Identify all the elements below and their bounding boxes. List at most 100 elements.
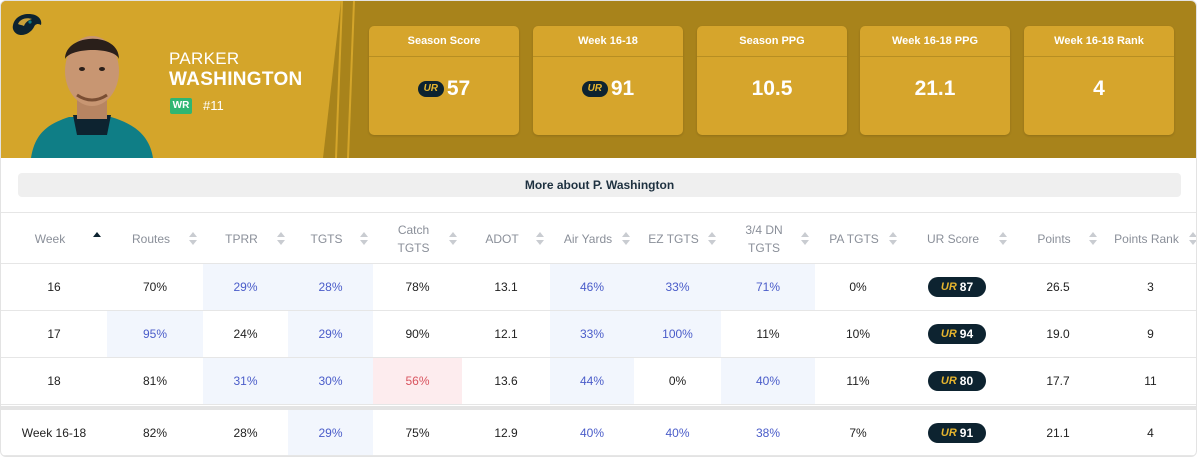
cell-catch-tgts: 78% <box>373 264 462 310</box>
cell-points: 26.5 <box>1013 264 1103 310</box>
cell-value: 11% <box>756 327 780 341</box>
ur-logo-icon: UR <box>940 281 957 293</box>
cell-value: 29% <box>318 327 343 341</box>
stat-value: 21.1 <box>914 77 956 100</box>
cell-ur-score: UR 80 <box>901 358 1013 404</box>
column-header-label: Air Yards <box>563 232 613 246</box>
cell-routes: 82% <box>107 410 203 455</box>
cell-tprr: 28% <box>203 410 288 455</box>
column-header-label: Points Rank <box>1114 232 1179 246</box>
column-header-tprr[interactable]: TPRR <box>203 213 288 265</box>
stat-season-ppg: Season PPG 10.5 <box>697 26 847 135</box>
player-last-name: WASHINGTON <box>169 69 303 90</box>
cell-value: 40% <box>579 425 605 440</box>
stat-divider <box>533 56 683 57</box>
sort-icon[interactable] <box>999 232 1007 246</box>
position-badge: WR <box>170 98 192 114</box>
player-first-name: PARKER <box>169 49 240 68</box>
column-header-label: TPRR <box>225 232 258 246</box>
sort-icon[interactable] <box>360 232 368 246</box>
column-header-adot[interactable]: ADOT <box>462 213 550 265</box>
stat-season-score: Season Score UR 57 <box>369 26 519 135</box>
stat-week-score: Week 16-18 UR 91 <box>533 26 683 135</box>
ur-score-badge: UR 91 <box>928 422 986 443</box>
cell-tprr: 29% <box>203 264 288 310</box>
cell-ur-score: UR 91 <box>901 410 1013 455</box>
column-header-catch-tgts[interactable]: Catch TGTS <box>373 213 462 265</box>
sort-icon[interactable] <box>622 232 630 246</box>
column-header-week[interactable]: Week <box>1 213 107 265</box>
column-header-routes[interactable]: Routes <box>107 213 203 265</box>
cell-value: 78% <box>405 280 430 294</box>
column-header-points-rank[interactable]: Points Rank <box>1103 213 1196 265</box>
column-header-tgts[interactable]: TGTS <box>288 213 373 265</box>
column-header-ez-tgts[interactable]: EZ TGTS <box>634 213 721 265</box>
sort-icon[interactable] <box>277 232 285 246</box>
jaguars-logo-icon <box>12 14 42 36</box>
cell-value: 3 <box>1147 280 1154 294</box>
cell-3-4-dn-tgts: 38% <box>721 410 815 455</box>
player-header: PARKER WASHINGTON WR #11 Season Score UR… <box>1 1 1196 158</box>
cell-week: 17 <box>1 311 107 357</box>
ur-logo-icon: UR <box>581 81 608 97</box>
sort-icon[interactable] <box>1189 232 1196 246</box>
cell-value: 11% <box>846 374 870 388</box>
column-header-ur-score[interactable]: UR Score <box>901 213 1013 265</box>
cell-tgts: 29% <box>288 410 373 455</box>
cell-value: 100% <box>662 327 693 341</box>
table-header: Week Routes TPRR TGTS Catch TGTS ADOT Air Yard… <box>1 212 1196 265</box>
ur-score-badge: UR 87 <box>928 277 986 297</box>
column-header-pa-tgts[interactable]: PA TGTS <box>815 213 901 265</box>
cell-adot: 12.9 <box>462 410 550 455</box>
sort-icon[interactable] <box>801 232 809 246</box>
stat-divider <box>369 56 519 57</box>
cell-points-rank: 4 <box>1103 410 1196 455</box>
column-header-air-yards[interactable]: Air Yards <box>550 213 634 265</box>
column-header-points[interactable]: Points <box>1013 213 1103 265</box>
cell-week: 16 <box>1 264 107 310</box>
cell-value: 44% <box>579 374 605 388</box>
header-stripe <box>335 1 343 158</box>
sort-icon[interactable] <box>1089 232 1097 246</box>
sort-icon[interactable] <box>536 232 544 246</box>
ur-score-value: 94 <box>959 327 974 341</box>
cell-catch-tgts: 56% <box>373 358 462 404</box>
sort-icon[interactable] <box>708 232 716 246</box>
cell-adot: 12.1 <box>462 311 550 357</box>
cell-3-4-dn-tgts: 40% <box>721 358 815 404</box>
cell-value: 56% <box>405 374 430 388</box>
cell-value: 28% <box>318 280 343 294</box>
column-header-3-4-dn-tgts[interactable]: 3/4 DN TGTS <box>721 213 815 265</box>
column-header-label: Routes <box>131 232 171 246</box>
sort-icon[interactable] <box>189 232 197 246</box>
cell-value: 90% <box>405 327 430 341</box>
cell-tgts: 28% <box>288 264 373 310</box>
ur-logo-icon: UR <box>417 81 444 97</box>
cell-value: 26.5 <box>1046 280 1070 294</box>
more-about-button[interactable]: More about P. Washington <box>18 173 1181 197</box>
cell-value: 71% <box>755 280 781 294</box>
cell-points: 17.7 <box>1013 358 1103 404</box>
cell-routes: 95% <box>107 311 203 357</box>
sort-icon[interactable] <box>449 232 457 246</box>
sort-icon[interactable] <box>889 232 897 246</box>
cell-value: 28% <box>233 425 258 440</box>
table-total-row: Week 16-18 82% 28% 29% 75% 12.9 40% 40% 38% 7% UR 9… <box>1 406 1196 456</box>
sort-icon[interactable] <box>93 232 101 246</box>
cell-value: 33% <box>665 280 690 294</box>
cell-value: 30% <box>318 374 343 388</box>
cell-value: 16 <box>47 280 61 294</box>
cell-ur-score: UR 87 <box>901 264 1013 310</box>
stat-label: Week 16-18 <box>578 35 638 47</box>
cell-points-rank: 9 <box>1103 311 1196 357</box>
cell-value: 46% <box>579 280 605 294</box>
cell-value: 75% <box>405 425 430 440</box>
cell-value: 19.0 <box>1046 327 1070 341</box>
cell-air-yards: 40% <box>550 410 634 455</box>
stat-value: 91 <box>610 77 635 100</box>
cell-pa-tgts: 7% <box>815 410 901 455</box>
cell-catch-tgts: 75% <box>373 410 462 455</box>
cell-week: 18 <box>1 358 107 404</box>
stat-value: 4 <box>1093 77 1105 100</box>
stat-week-ppg: Week 16-18 PPG 21.1 <box>860 26 1010 135</box>
